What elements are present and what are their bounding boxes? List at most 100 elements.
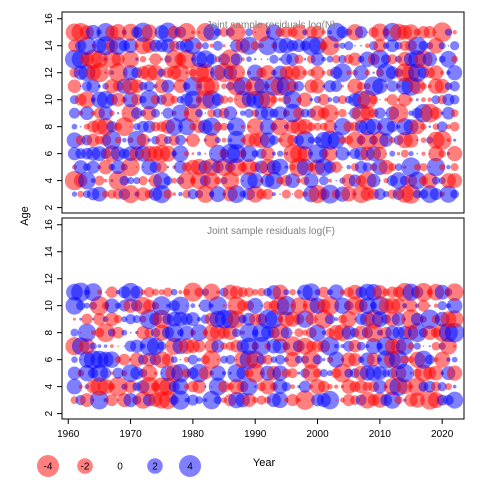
bubble-log-n-2000-age4 [316, 179, 319, 182]
x-axis: 1960 1970 1980 1990 2000 2010 2020 [57, 419, 454, 440]
bubble-log-f-2003-age4 [334, 384, 339, 389]
bubble-log-f-1975-age7 [157, 341, 167, 351]
bubble-log-f-1966-age8 [96, 323, 116, 343]
bubble-log-n-1976-age4 [163, 176, 173, 186]
bubble-log-f-1969-age7 [123, 345, 126, 347]
bubble-log-n-1976-age6 [159, 145, 177, 162]
bubble-log-f-1971-age7 [130, 339, 144, 353]
bubble-log-n-1990-age14 [250, 41, 260, 51]
bubble-log-n-2000-age8 [313, 122, 322, 131]
legend-bubble-4 [179, 455, 201, 477]
bubble-log-n-2004-age6 [335, 146, 350, 161]
bubble-log-f-1965-age7 [97, 344, 102, 349]
bubble-log-n-2006-age13 [348, 52, 362, 66]
bubble-log-n-1962-age11 [79, 85, 82, 87]
bubble-log-n-2002-age4 [328, 178, 332, 183]
bubble-log-n-2017-age5 [419, 163, 428, 172]
bubble-log-n-1979-age8 [178, 118, 196, 136]
bubble-log-n-2005-age5 [346, 164, 351, 170]
bubble-log-f-1975-age10 [152, 296, 172, 316]
bubble-log-n-2010-age6 [372, 146, 387, 161]
bubble-log-n-1989-age15 [245, 28, 253, 37]
bubble-log-n-1984-age8 [213, 121, 223, 132]
bubble-log-f-1999-age9 [305, 313, 318, 325]
legend: -4 -2 0 2 4 [37, 455, 201, 477]
bubble-log-n-2000-age11 [310, 78, 326, 94]
bubble-log-n-2008-age15 [366, 31, 369, 34]
bubble-log-n-2021-age3 [439, 185, 458, 203]
bubble-log-n-1992-age3 [262, 188, 274, 200]
bubble-log-f-2019-age7 [431, 341, 441, 351]
bubble-log-f-1978-age6 [179, 358, 182, 361]
bubble-log-f-1996-age11 [289, 289, 296, 296]
bubble-log-n-1983-age15 [203, 23, 220, 41]
bubble-log-n-2022-age13 [451, 55, 459, 63]
bubble-log-f-2002-age10 [320, 296, 340, 316]
bubble-log-n-1997-age12 [291, 65, 307, 81]
bubble-log-n-1977-age3 [172, 192, 176, 196]
bubble-log-f-2018-age9 [420, 309, 440, 329]
bubble-log-f-1961-age8 [70, 328, 79, 337]
bubble-log-f-2018-age6 [424, 354, 435, 365]
bubble-log-n-2000-age15 [310, 25, 325, 39]
bubble-log-f-1998-age4 [299, 380, 312, 393]
bubble-log-n-2006-age11 [347, 78, 363, 94]
bubble-log-n-1966-age3 [102, 190, 110, 198]
bubble-log-n-1987-age6 [226, 144, 247, 164]
bubble-log-n-1971-age11 [129, 79, 144, 94]
bubble-log-n-1978-age9 [171, 104, 190, 122]
bubble-log-f-1996-age5 [287, 368, 298, 379]
bubble-log-f-1994-age6 [275, 354, 286, 365]
bubble-log-n-2004-age11 [341, 84, 344, 88]
bubble-log-n-2012-age8 [386, 120, 399, 133]
legend-label-0: 0 [117, 462, 123, 473]
bubble-log-n-1976-age11 [161, 79, 175, 93]
bubble-log-n-1998-age13 [303, 57, 307, 61]
bubble-log-n-1985-age10 [219, 95, 229, 104]
bubble-log-n-1994-age10 [277, 97, 283, 102]
bubble-log-n-1980-age6 [191, 152, 195, 155]
bubble-log-n-2007-age11 [356, 82, 366, 91]
bubble-log-n-2001-age12 [321, 70, 326, 75]
bubble-log-n-1985-age8 [220, 122, 228, 131]
bubble-log-f-1970-age9 [125, 313, 136, 325]
bubble-log-f-2003-age6 [328, 351, 345, 368]
bubble-log-f-1966-age5 [100, 367, 112, 379]
bubble-log-f-1986-age6 [225, 354, 236, 365]
bubble-log-n-2004-age15 [336, 26, 349, 39]
bubble-log-n-2004-age10 [337, 95, 347, 105]
bubble-log-f-1990-age11 [251, 288, 259, 296]
bubble-log-n-1985-age7 [221, 137, 227, 143]
bubble-log-n-2000-age12 [310, 65, 325, 80]
bubble-log-n-2008-age5 [362, 162, 373, 172]
bubble-log-n-1995-age5 [284, 165, 288, 169]
bubble-log-f-1969-age6 [118, 353, 131, 366]
bubble-log-f-1984-age7 [211, 339, 225, 353]
bubble-log-f-1990-age10 [247, 297, 264, 314]
bubble-log-f-1995-age4 [281, 382, 291, 392]
bubble-log-n-2008-age12 [364, 69, 371, 76]
bubble-log-n-2001-age4 [319, 175, 329, 186]
bubble-log-f-1982-age10 [199, 299, 212, 312]
bubble-log-n-1990-age8 [246, 118, 264, 136]
bubble-log-f-1964-age7 [89, 342, 97, 350]
bubble-log-n-2017-age6 [421, 151, 426, 156]
x-tick-label-1960: 1960 [57, 429, 80, 440]
bubble-log-f-2018-age7 [428, 345, 431, 348]
bubble-log-n-1971-age10 [131, 94, 143, 106]
bubble-log-n-1992-age12 [260, 65, 276, 81]
bubble-log-n-1982-age14 [201, 42, 209, 50]
bubble-log-f-1996-age3 [286, 394, 299, 407]
bubble-log-n-1987-age3 [227, 185, 246, 203]
bubble-log-f-2020-age10 [437, 301, 447, 311]
bubble-log-f-2016-age7 [413, 342, 421, 350]
bubble-log-f-1981-age3 [195, 396, 204, 405]
panel-log-f-bubbles [65, 282, 465, 410]
bubble-log-f-1964-age8 [90, 330, 96, 335]
bubble-log-n-1995-age3 [281, 189, 291, 199]
bubble-log-n-2010-age14 [373, 39, 387, 53]
bubble-log-n-1970-age5 [121, 157, 140, 177]
bubble-log-f-2018-age10 [428, 304, 431, 307]
bubble-log-f-1985-age10 [222, 304, 226, 308]
bubble-log-n-2010-age13 [370, 49, 390, 69]
